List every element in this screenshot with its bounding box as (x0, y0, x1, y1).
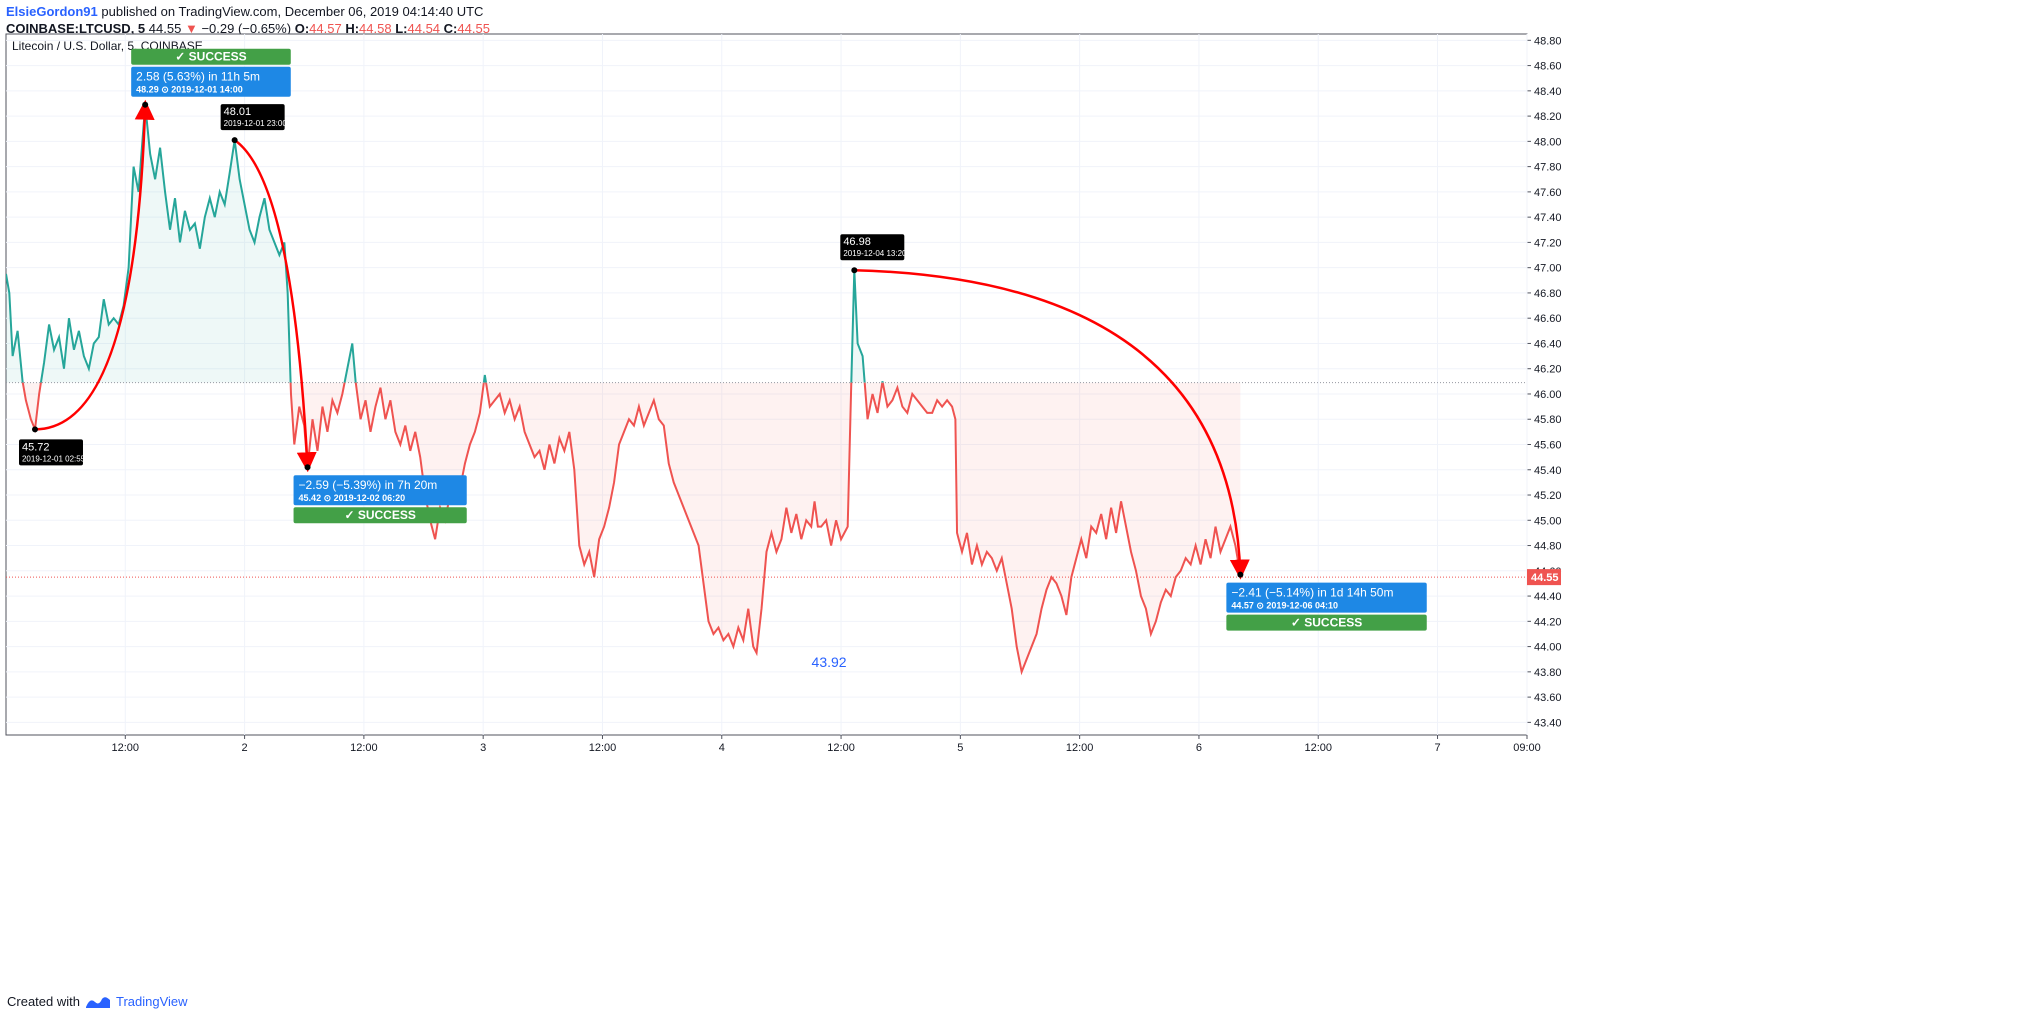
y-tick-label: 44.80 (1534, 541, 1562, 553)
y-tick-label: 47.20 (1534, 237, 1562, 249)
y-tick-label: 46.80 (1534, 288, 1562, 300)
symbol-name: COINBASE:LTCUSD, 5 (6, 21, 146, 36)
x-tick-label: 7 (1434, 742, 1440, 754)
x-tick-label: 3 (480, 742, 486, 754)
price-point-time: 2019-12-01 23:00 (224, 119, 288, 128)
projection-change: −2.59 (−5.39%) in 7h 20m (299, 478, 438, 492)
success-badge (1226, 614, 1427, 631)
x-tick-label: 12:00 (350, 742, 378, 754)
publish-line: ElsieGordon91 published on TradingView.c… (6, 3, 490, 20)
projection-detail: 44.57 ⊙ 2019-12-06 04:10 (1231, 601, 1338, 611)
y-tick-label: 45.80 (1534, 414, 1562, 426)
projection-result-label (1226, 582, 1427, 613)
price-point-value: 46.98 (843, 236, 871, 248)
x-tick-label: 12:00 (589, 742, 617, 754)
success-badge-label: ✓ SUCCESS (175, 50, 246, 64)
y-tick-label: 48.20 (1534, 111, 1562, 123)
area-below-baseline (22, 382, 1241, 672)
success-badge-label: ✓ SUCCESS (1291, 616, 1362, 630)
projection-change: −2.41 (−5.14%) in 1d 14h 50m (1231, 586, 1393, 600)
y-tick-label: 46.40 (1534, 338, 1562, 350)
y-tick-label: 44.40 (1534, 591, 1562, 603)
price-chart[interactable]: 48.80 48.60 48.40 48.20 48.00 47.80 47.60 47.40… (0, 0, 2041, 985)
last-price: 44.55 (148, 21, 182, 36)
y-tick-label: 44.20 (1534, 616, 1562, 628)
projection-end-point (1237, 571, 1244, 578)
price-point-value: 45.72 (22, 441, 50, 453)
price-point-label (18, 439, 83, 466)
y-tick-label: 47.00 (1534, 263, 1562, 275)
projection-detail: 48.29 ⊙ 2019-12-01 14:00 (136, 85, 243, 95)
y-tick-label: 45.00 (1534, 515, 1562, 527)
price-point-time: 2019-12-01 02:55 (22, 454, 86, 463)
x-tick-label: 12:00 (1304, 742, 1332, 754)
author-link[interactable]: ElsieGordon91 (6, 4, 98, 19)
x-tick-label: 6 (1196, 742, 1202, 754)
y-tick-label: 44.00 (1534, 642, 1562, 654)
x-tick-label: 09:00 (1513, 742, 1541, 754)
price-point-label (220, 104, 285, 131)
projection-arrow[interactable] (233, 139, 317, 473)
ohlc-close: 44.55 (457, 21, 490, 36)
created-with-text: Created with (7, 994, 80, 1009)
y-tick-label: 46.00 (1534, 389, 1562, 401)
projection-arrow[interactable] (854, 268, 1250, 580)
success-badge (293, 507, 467, 524)
projection-end-point (142, 101, 149, 108)
arrow-start-point (31, 426, 38, 433)
price-line-down[interactable] (6, 105, 1242, 676)
projection-result-label (131, 66, 291, 97)
y-tick-label: 47.40 (1534, 212, 1562, 224)
projection-end-point (304, 464, 311, 471)
projection-detail: 45.42 ⊙ 2019-12-02 06:20 (299, 493, 406, 503)
y-tick-label: 47.60 (1534, 187, 1562, 199)
projection-result-label (293, 475, 467, 506)
y-tick-label: 46.60 (1534, 313, 1562, 325)
chart-header: ElsieGordon91 published on TradingView.c… (6, 3, 490, 37)
footer: Created with TradingView (7, 994, 188, 1009)
y-tick-label: 48.00 (1534, 136, 1562, 148)
projection-arrow[interactable] (34, 99, 155, 431)
price-change: −0.29 (−0.65%) (201, 21, 292, 36)
x-tick-label: 12:00 (1066, 742, 1094, 754)
x-tick-label: 12:00 (827, 742, 855, 754)
symbol-line: COINBASE:LTCUSD, 5 44.55 ▼ −0.29 (−0.65%… (6, 21, 490, 36)
price-line-up[interactable] (6, 104, 1240, 672)
published-text: published on TradingView.com, December 0… (101, 4, 484, 19)
y-tick-label: 43.80 (1534, 667, 1562, 679)
y-tick-label: 43.60 (1534, 692, 1562, 704)
price-point-time: 2019-12-04 13:20 (843, 249, 907, 258)
y-tick-label: 48.80 (1534, 35, 1562, 47)
y-tick-label: 43.40 (1534, 717, 1562, 729)
success-badge (131, 48, 291, 65)
y-tick-label: 45.20 (1534, 490, 1562, 502)
last-price-badge (1527, 569, 1561, 586)
y-tick-label: 46.20 (1534, 364, 1562, 376)
y-tick-label: 45.40 (1534, 465, 1562, 477)
success-badge-label: ✓ SUCCESS (344, 508, 415, 522)
down-arrow-icon: ▼ (184, 21, 198, 36)
y-tick-label: 47.80 (1534, 162, 1562, 174)
x-tick-label: 2 (242, 742, 248, 754)
y-tick-label: 48.60 (1534, 61, 1562, 73)
price-point-label (840, 234, 905, 261)
tradingview-logo-icon (85, 996, 110, 1008)
price-point-value: 48.01 (224, 106, 252, 118)
y-tick-label: 48.40 (1534, 86, 1562, 98)
x-tick-label: 4 (719, 742, 725, 754)
low-price-label: 43.92 (812, 654, 847, 670)
y-tick-label: 45.60 (1534, 439, 1562, 451)
x-tick-label: 5 (957, 742, 963, 754)
last-price-badge-label: 44.55 (1531, 572, 1559, 584)
tradingview-link[interactable]: TradingView (115, 994, 188, 1009)
arrow-start-point (851, 267, 858, 274)
projection-change: 2.58 (5.63%) in 11h 5m (136, 70, 260, 84)
ohlc-high: 44.58 (359, 21, 392, 36)
area-above-baseline (6, 104, 1241, 383)
arrow-start-point (231, 137, 238, 144)
ohlc-low: 44.54 (407, 21, 441, 36)
ohlc-open: 44.57 (309, 21, 342, 36)
x-tick-label: 12:00 (112, 742, 140, 754)
